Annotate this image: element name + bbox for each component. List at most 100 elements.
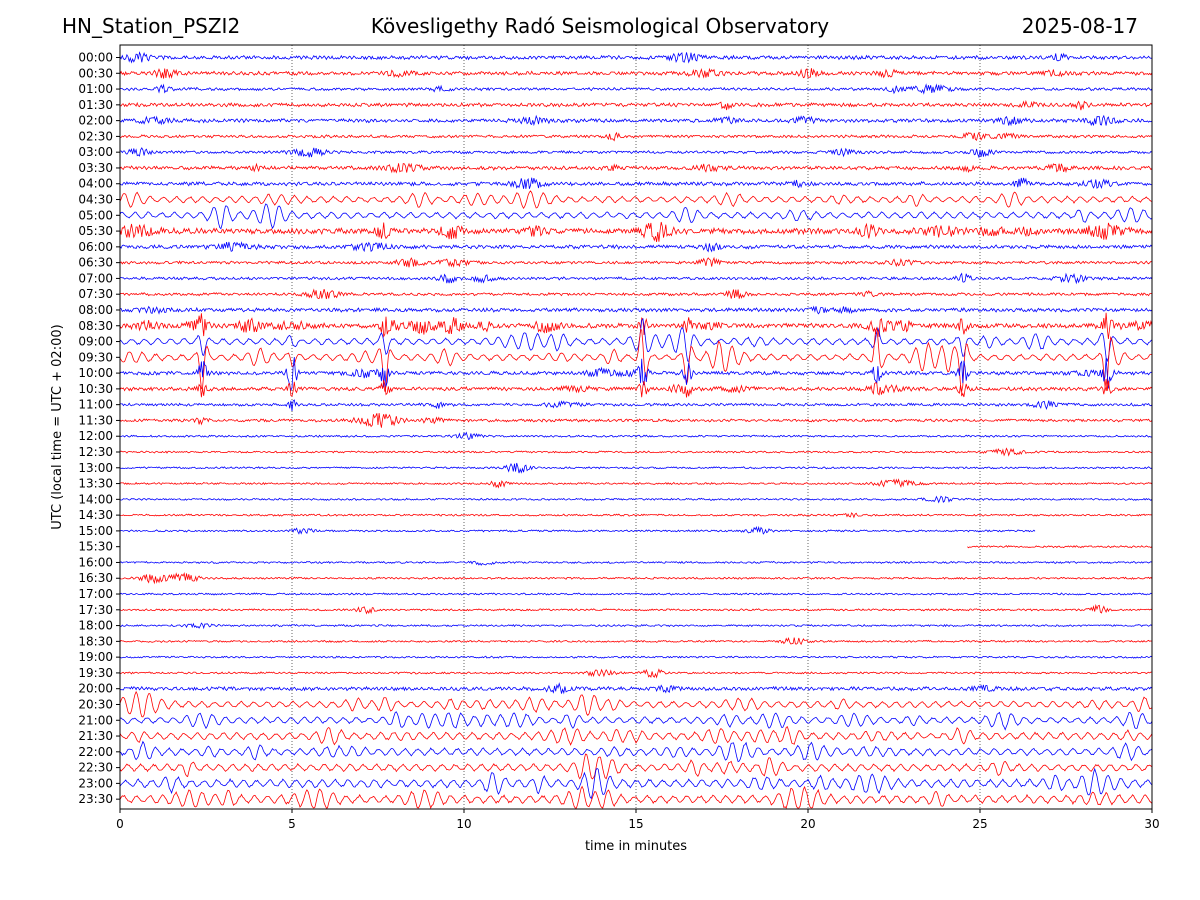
y-tick-label: 18:30	[78, 634, 113, 648]
y-tick-label: 11:30	[78, 413, 113, 427]
y-tick-label: 19:00	[78, 650, 113, 664]
y-tick-label: 05:00	[78, 208, 113, 222]
y-tick-label: 13:30	[78, 477, 113, 491]
trace-0000	[119, 51, 1153, 64]
y-tick-label: 10:30	[78, 382, 113, 396]
x-axis-label: time in minutes	[585, 839, 687, 854]
y-tick-label: 10:00	[78, 366, 113, 380]
y-tick-label: 21:30	[78, 729, 113, 743]
x-tick-label: 30	[1144, 817, 1159, 831]
y-tick-label: 15:00	[78, 524, 113, 538]
trace-0930	[119, 326, 1153, 392]
y-tick-label: 23:00	[78, 776, 113, 790]
x-tick-label: 10	[456, 817, 471, 831]
trace-0230	[119, 131, 1153, 142]
trace-2200	[119, 740, 1153, 763]
trace-0400	[119, 177, 1152, 190]
y-tick-label: 12:00	[78, 429, 113, 443]
y-tick-label: 22:30	[78, 761, 113, 775]
y-axis-label: UTC (local time = UTC + 02:00)	[50, 324, 65, 529]
y-tick-label: 13:00	[78, 461, 113, 475]
y-tick-label: 07:30	[78, 287, 113, 301]
y-tick-label: 05:30	[78, 224, 113, 238]
y-tick-label: 20:30	[78, 697, 113, 711]
trace-1830	[119, 636, 1153, 646]
y-tick-label: 01:00	[78, 82, 113, 96]
y-tick-label: 08:30	[78, 319, 113, 333]
y-tick-label: 18:00	[78, 619, 113, 633]
trace-1030	[119, 378, 1153, 398]
trace-2100	[119, 711, 1153, 731]
y-tick-label: 07:00	[78, 271, 113, 285]
y-tick-label: 01:30	[78, 98, 113, 112]
y-tick-label: 08:00	[78, 303, 113, 317]
trace-0730	[119, 288, 1153, 300]
trace-1000	[119, 356, 1153, 392]
y-tick-label: 23:30	[78, 792, 113, 806]
y-tick-label: 17:00	[78, 587, 113, 601]
y-tick-label: 17:30	[78, 603, 113, 617]
trace-1700	[119, 592, 1153, 596]
trace-0300	[119, 147, 1153, 159]
trace-0200	[119, 114, 1153, 127]
trace-1900	[119, 655, 1153, 659]
y-tick-label: 06:30	[78, 256, 113, 270]
y-tick-label: 06:00	[78, 240, 113, 254]
station-name: HN_Station_PSZI2	[62, 14, 241, 38]
x-tick-label: 25	[972, 817, 987, 831]
trace-1230	[119, 447, 1152, 457]
y-tick-label: 14:00	[78, 492, 113, 506]
y-tick-label: 12:30	[78, 445, 113, 459]
y-tick-label: 22:00	[78, 745, 113, 759]
trace-1930	[119, 668, 1153, 679]
trace-1630	[119, 571, 1153, 585]
trace-0700	[120, 272, 1153, 285]
x-tick-label: 5	[288, 817, 296, 831]
y-tick-label: 00:00	[78, 51, 113, 65]
x-tick-label: 15	[628, 817, 643, 831]
x-axis-ticks: 0 5 10 15 20 25 30	[116, 809, 1160, 831]
trace-1130	[119, 413, 1153, 428]
y-tick-label: 11:00	[78, 398, 113, 412]
y-tick-label: 09:30	[78, 350, 113, 364]
trace-1200	[120, 431, 1153, 440]
trace-2030	[119, 690, 1153, 718]
y-tick-label: 00:30	[78, 66, 113, 80]
y-tick-label: 02:00	[78, 114, 113, 128]
trace-1330	[119, 478, 1153, 489]
y-tick-label: 15:30	[78, 540, 113, 554]
y-tick-label: 14:30	[78, 508, 113, 522]
y-tick-label: 16:30	[78, 571, 113, 585]
y-tick-label: 21:00	[78, 713, 113, 727]
y-tick-label: 02:30	[78, 129, 113, 143]
trace-0100	[119, 83, 1153, 95]
trace-1800	[119, 622, 1153, 630]
trace-2000	[120, 682, 1153, 695]
y-tick-label: 09:00	[78, 335, 113, 349]
trace-0530	[119, 221, 1153, 242]
grid-lines	[291, 45, 981, 809]
trace-2330	[119, 785, 1153, 810]
y-tick-label: 04:00	[78, 177, 113, 191]
x-tick-label: 20	[800, 817, 815, 831]
trace-0600	[119, 241, 1153, 253]
y-tick-label: 19:30	[78, 666, 113, 680]
y-tick-label: 16:00	[78, 555, 113, 569]
chart-title: Kövesligethy Radó Seismological Observat…	[370, 14, 830, 38]
trace-0800	[119, 305, 1153, 315]
y-tick-label: 03:00	[78, 145, 113, 159]
trace-1400	[119, 495, 1153, 504]
trace-0630	[119, 256, 1153, 268]
chart-date: 2025-08-17	[1021, 14, 1138, 38]
x-tick-label: 0	[116, 817, 124, 831]
trace-0830	[119, 312, 1153, 340]
trace-0030	[119, 67, 1153, 79]
trace-1100	[119, 399, 1153, 411]
trace-1530	[967, 545, 1153, 549]
trace-0130	[119, 100, 1153, 111]
y-tick-label: 04:30	[78, 193, 113, 207]
trace-2230	[119, 753, 1153, 780]
trace-1600	[119, 560, 1153, 566]
